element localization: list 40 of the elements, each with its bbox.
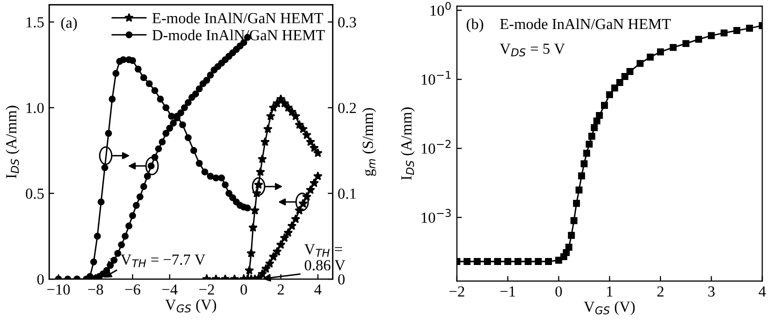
annotation: E-mode InAlN/GaN HEMT (500, 18, 671, 30)
y-axis-title: I$_{DS}$ (A/mm) (400, 107, 415, 180)
y-tick-label: 1.5 (26, 17, 44, 28)
x-tick-label: 4 (758, 286, 766, 296)
x-tick-label: 2 (278, 284, 284, 295)
x-tick-label: 3 (708, 286, 715, 297)
y2-axis-title: g$_{m}$ (S/mm) (362, 108, 376, 176)
x-tick-label: −6 (125, 284, 140, 295)
x-tick-label: 0 (240, 284, 247, 295)
legend-label: D-mode InAlN/GaN HEMT (152, 30, 325, 40)
annotation: V$_{TH}$ = 0.86 V (304, 244, 346, 270)
x-tick-label: −2 (450, 286, 464, 296)
annotation: (a) (61, 17, 77, 31)
y-tick-label: 10$^{−1}$ (422, 70, 451, 85)
y2-tick-label: 0 (338, 274, 345, 285)
annotation: V$_{TH}$ = −7.7 V (120, 254, 206, 268)
y-tick-label: 0.5 (26, 188, 44, 199)
y-axis-title: I$_{DS}$ (A/mm) (6, 106, 20, 178)
x-tick-label: −1 (500, 286, 515, 296)
y-tick-label: 0 (37, 274, 44, 285)
annotation: V$_{DS}$ = 5 V (500, 44, 565, 56)
x-tick-label: −2 (199, 284, 214, 295)
y2-tick-label: 0.1 (338, 188, 356, 199)
x-axis-title: V$_{GS}$ (V) (584, 301, 635, 315)
y-tick-label: 10$^{−2}$ (422, 140, 451, 154)
x-tick-label: −8 (88, 284, 104, 295)
y-tick-label: 10$^{−3}$ (422, 208, 451, 223)
y-tick-label: 10$^{0}$ (430, 2, 451, 16)
y-tick-label: 1.0 (26, 102, 44, 114)
y2-tick-label: 0.3 (338, 17, 356, 28)
legend-label: E-mode InAlN/GaN HEMT (152, 12, 324, 24)
x-tick-label: 2 (657, 286, 664, 296)
x-tick-label: 0 (555, 286, 562, 297)
x-tick-label: 4 (314, 284, 322, 295)
y2-tick-label: 0.2 (338, 102, 356, 114)
annotation: (b) (466, 18, 484, 32)
x-tick-label: −10 (47, 284, 70, 295)
x-tick-label: 1 (607, 286, 612, 296)
x-axis-title: V$_{GS}$ (V) (165, 299, 216, 314)
x-tick-label: −4 (162, 284, 178, 295)
